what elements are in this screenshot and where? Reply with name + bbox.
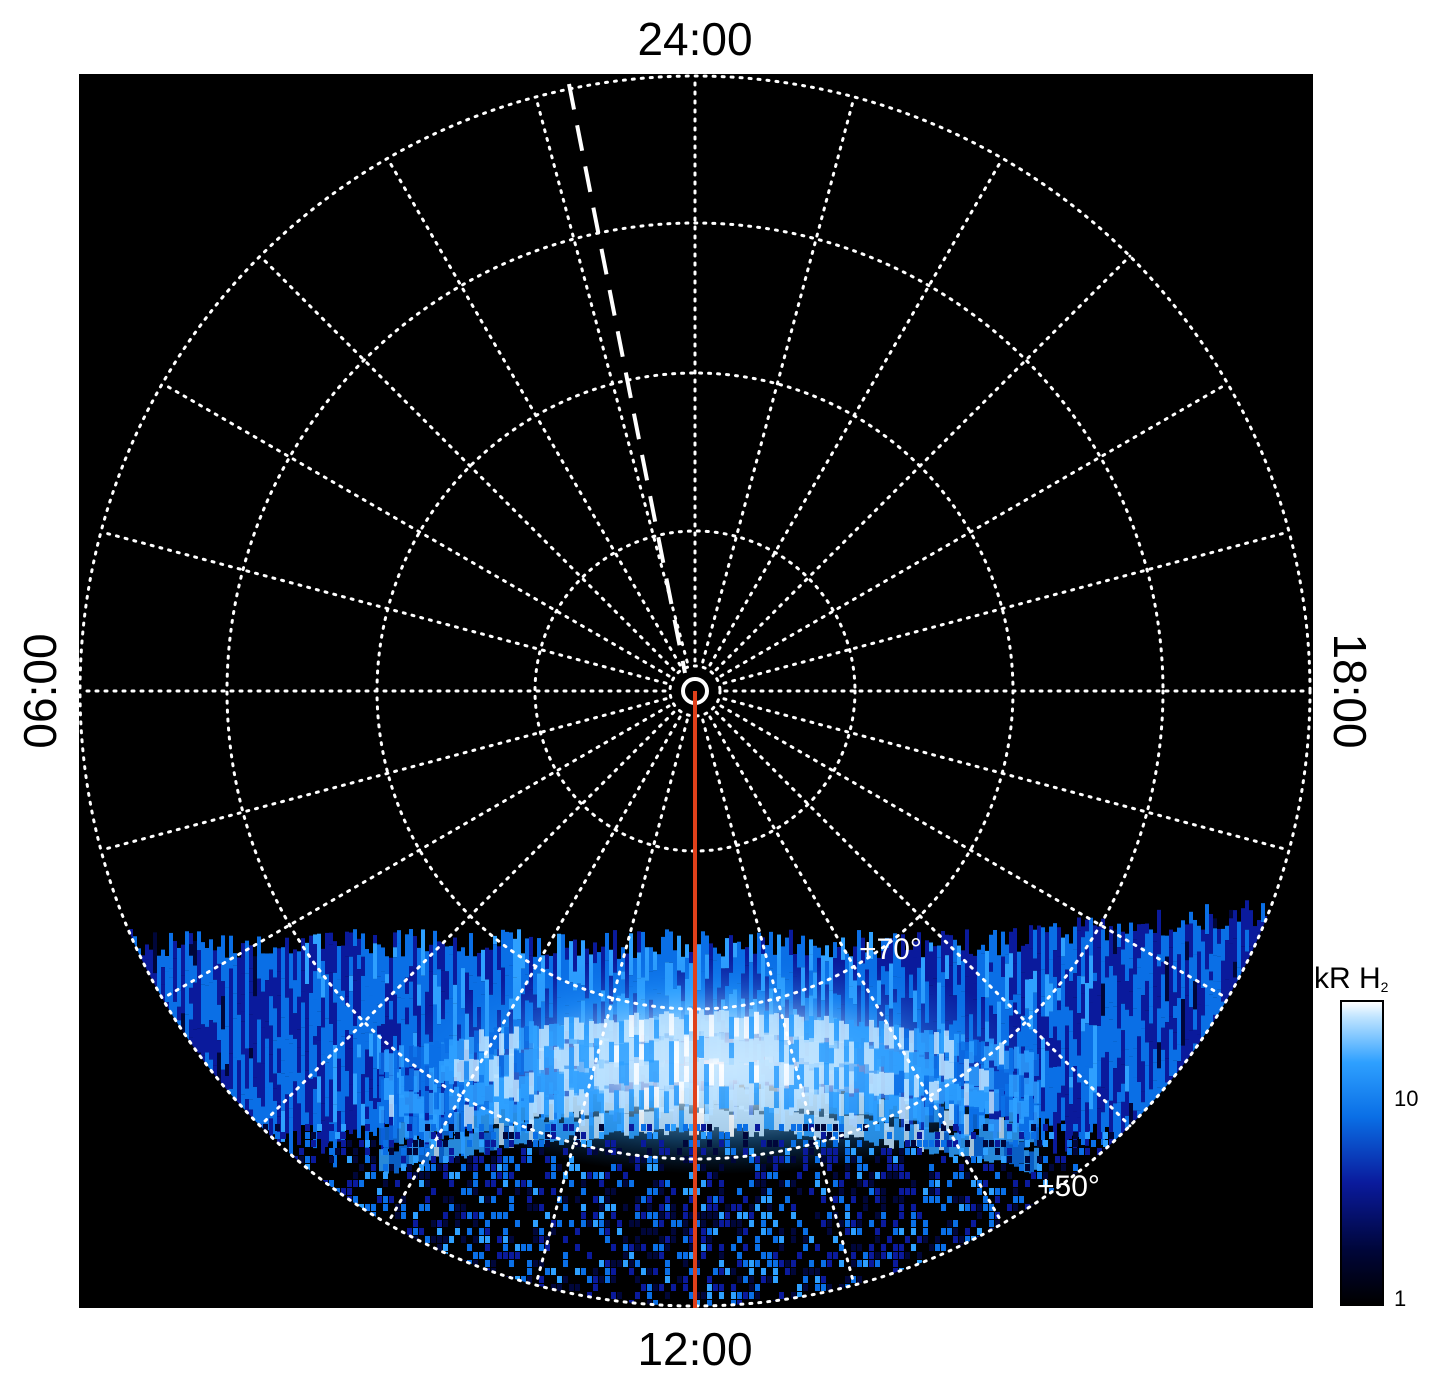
polar-plot-area: +70° +50° — [79, 74, 1313, 1308]
meridian-line-14 — [99, 530, 668, 685]
meridian-line-4 — [714, 710, 1132, 1128]
meridian-line-12 — [99, 697, 668, 852]
colorbar-tick-10: 10 — [1394, 1086, 1419, 1111]
meridian-line-20 — [701, 95, 856, 664]
colorbar-tick-1: 1 — [1394, 1286, 1407, 1311]
local-time-label-top: 24:00 — [637, 13, 753, 65]
colorbar-title: kR H2 — [1314, 962, 1389, 995]
meridian-line-24 — [722, 530, 1291, 685]
meridian-line-21 — [708, 156, 1004, 667]
meridian-line-22 — [714, 254, 1132, 672]
meridian-line-5 — [708, 715, 1004, 1226]
meridian-line-15 — [160, 382, 671, 678]
meridian-line-17 — [386, 156, 682, 667]
polar-projection-svg: +70° +50° — [79, 74, 1312, 1308]
latitude-circle-2 — [225, 221, 1165, 1161]
dashed-reference-line — [567, 83, 687, 674]
colorbar — [1340, 1000, 1384, 1306]
local-time-label-left: 06:00 — [14, 633, 66, 749]
meridian-line-2 — [722, 697, 1291, 852]
local-time-label-right: 18:00 — [1324, 633, 1376, 749]
latitude-annotation-2: +50° — [1037, 1170, 1100, 1203]
auroral-emission-layer — [129, 900, 1269, 1306]
local-time-label-bottom: 12:00 — [637, 1323, 753, 1375]
meridian-line-11 — [160, 704, 671, 1000]
meridian-line-10 — [258, 710, 676, 1128]
meridian-line-6 — [701, 718, 856, 1287]
latitude-annotation-1: +70° — [859, 933, 922, 966]
meridian-line-8 — [534, 718, 689, 1287]
meridian-line-23 — [719, 382, 1230, 678]
meridian-line-3 — [719, 704, 1230, 1000]
meridian-line-9 — [386, 715, 682, 1226]
meridian-line-16 — [258, 254, 676, 672]
meridian-line-18 — [534, 95, 689, 664]
